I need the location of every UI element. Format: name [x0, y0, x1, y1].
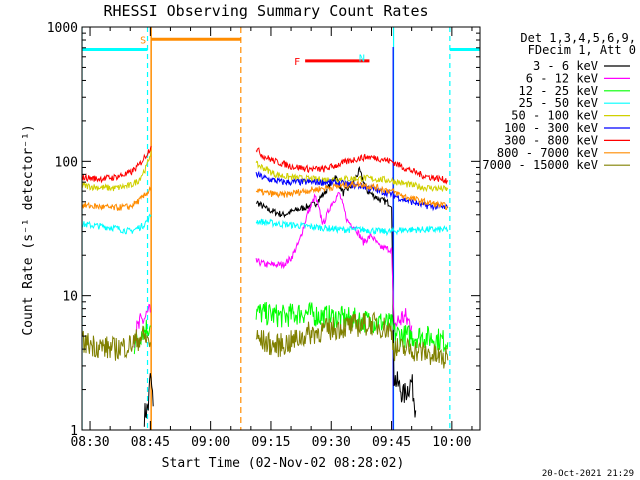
legend-label-1: 6 - 12 keV [526, 71, 598, 85]
legend-label-6: 300 - 800 keV [504, 133, 598, 147]
y-tick-label: 1000 [47, 21, 78, 36]
y-tick-label: 100 [55, 155, 78, 170]
series-line-1 [133, 191, 413, 349]
legend-header-line-2: FDecim 1, Att 0 [528, 43, 636, 57]
chart-title: RHESSI Observing Summary Count Rates [103, 2, 428, 20]
x-tick-label: 09:30 [312, 435, 351, 450]
series-line-6 [82, 145, 449, 185]
series-line-8 [82, 311, 449, 369]
x-tick-label: 08:30 [70, 435, 109, 450]
plot-frame [81, 26, 481, 431]
flag-label-S: S [140, 35, 146, 46]
flag-label-F: F [294, 57, 300, 68]
series-line-3 [82, 213, 449, 237]
x-axis-label: Start Time (02-Nov-02 08:28:02) [162, 456, 405, 471]
series-line-5 [255, 170, 449, 212]
legend-label-8: 7000 - 15000 keV [482, 158, 598, 172]
legend-label-7: 800 - 7000 keV [497, 146, 598, 160]
legend-label-0: 3 - 6 keV [533, 59, 598, 73]
legend-label-2: 12 - 25 keV [519, 84, 598, 98]
legend-header-line-1: Det 1,3,4,5,6,9, [520, 31, 636, 45]
series-line-7 [82, 179, 448, 211]
flag-label-N: N [359, 53, 365, 64]
x-tick-label: 09:00 [191, 435, 230, 450]
series-line-4 [82, 150, 449, 193]
y-axis-label: Count Rate (s⁻¹ detector⁻¹) [21, 124, 36, 335]
x-tick-label: 09:45 [372, 435, 411, 450]
timestamp: 20-Oct-2021 21:29 [542, 469, 634, 479]
x-tick-label: 09:15 [251, 435, 290, 450]
legend-label-5: 100 - 300 keV [504, 121, 598, 135]
y-tick-label: 10 [62, 290, 78, 305]
plot-area [82, 27, 480, 430]
x-tick-label: 08:45 [131, 435, 170, 450]
legend-label-3: 25 - 50 keV [519, 96, 598, 110]
x-tick-label: 10:00 [432, 435, 471, 450]
y-tick-label: 1 [70, 424, 78, 439]
legend-label-4: 50 - 100 keV [511, 109, 598, 123]
